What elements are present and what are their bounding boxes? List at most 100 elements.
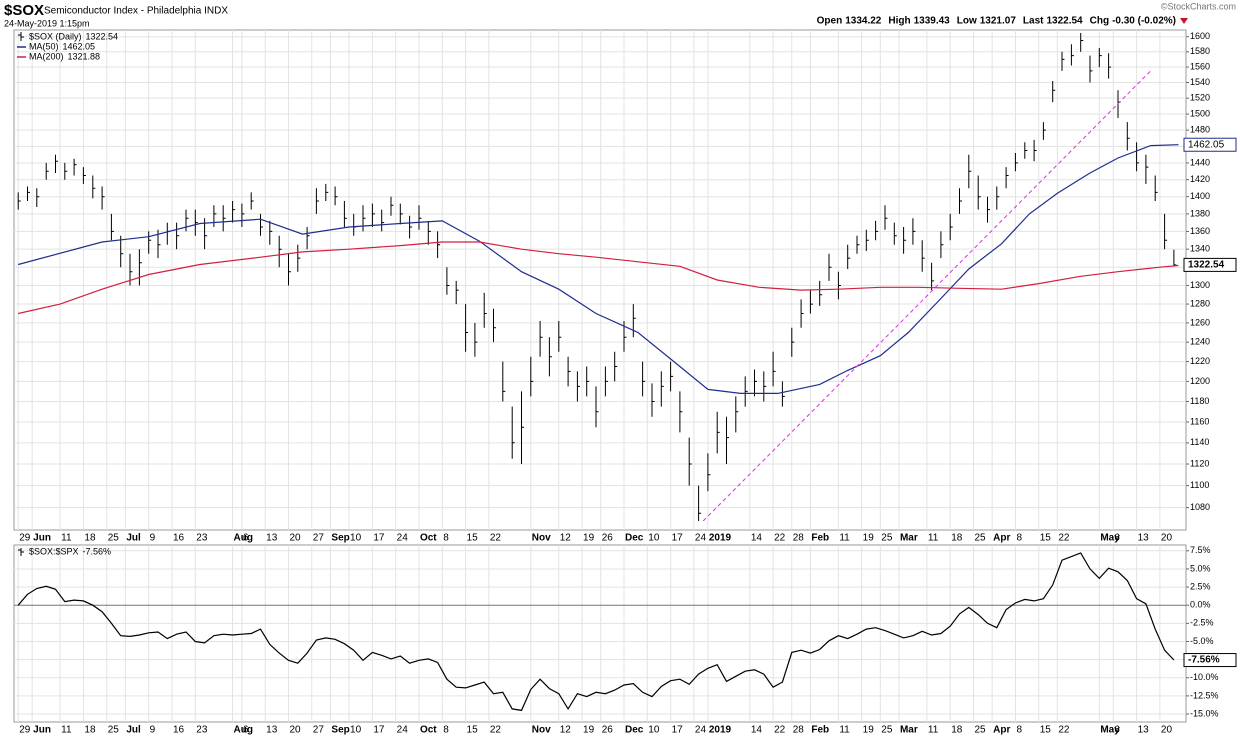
y-tick-label: 1580 <box>1190 46 1210 56</box>
y-tick-label: 5.0% <box>1190 563 1211 573</box>
x-tick-label: Dec <box>625 533 644 544</box>
x-tick-label: Apr <box>993 725 1010 736</box>
price-bar <box>670 361 674 392</box>
price-bar <box>688 437 692 486</box>
price-bar <box>288 253 291 286</box>
price-bar <box>1108 53 1112 79</box>
x-tick-label: 24 <box>695 533 707 544</box>
price-bar <box>1145 154 1149 184</box>
price-bar <box>744 376 748 407</box>
x-tick-label: Jun <box>33 725 51 736</box>
price-bar <box>521 391 524 464</box>
y-tick-label: -12.5% <box>1190 690 1219 700</box>
price-bar <box>36 188 40 207</box>
x-tick-label: 14 <box>751 533 763 544</box>
y-tick-label: 1360 <box>1190 226 1210 236</box>
price-bar <box>17 192 21 210</box>
y-tick-label: 1440 <box>1190 157 1210 167</box>
y-tick-label: 1380 <box>1190 208 1210 218</box>
x-tick-label: 27 <box>313 725 325 736</box>
price-bar <box>465 304 469 352</box>
price-bar <box>241 203 245 227</box>
x-tick-label: 14 <box>751 725 763 736</box>
legend-text: $SOX (Daily) <box>29 31 82 41</box>
x-tick-label: Feb <box>811 533 829 544</box>
last-value-box <box>1183 257 1237 272</box>
y-tick-label: -15.0% <box>1190 708 1219 718</box>
x-tick-label: 17 <box>373 533 385 544</box>
price-bar <box>1164 213 1168 250</box>
x-tick-label: 20 <box>289 725 301 736</box>
x-tick-label: Jun <box>33 533 51 544</box>
x-tick-label: 22 <box>774 725 786 736</box>
x-tick-label: 16 <box>173 725 185 736</box>
price-bar <box>306 227 310 250</box>
x-tick-label: 27 <box>313 533 325 544</box>
price-bar <box>865 229 869 251</box>
quote-value: 1322.54 <box>1046 16 1083 27</box>
quote-label: Chg <box>1090 16 1109 27</box>
legend-text: 1321.88 <box>68 51 101 61</box>
quote-value: 1334.22 <box>845 16 882 27</box>
x-tick-label: 12 <box>560 725 572 736</box>
x-tick-label: 19 <box>863 725 875 736</box>
price-bar <box>120 235 124 268</box>
x-tick-label: 11 <box>61 533 72 544</box>
price-bar <box>987 196 990 223</box>
price-bar <box>912 218 916 245</box>
price-bar <box>856 235 860 254</box>
y-tick-label: 0.0% <box>1190 600 1211 610</box>
price-bar <box>138 249 142 286</box>
price-bar <box>27 186 30 201</box>
price-bar <box>343 201 347 227</box>
x-tick-label: 8 <box>443 533 449 544</box>
price-bar <box>1154 175 1158 201</box>
last-value-box <box>1183 653 1237 668</box>
price-bar <box>707 453 711 492</box>
x-tick-label: Mar <box>900 533 918 544</box>
y-tick-label: 1560 <box>1190 61 1210 71</box>
y-tick-label: 1600 <box>1190 31 1210 41</box>
x-tick-label: 2019 <box>709 725 732 736</box>
price-bar <box>399 203 403 225</box>
price-bar <box>539 321 543 357</box>
price-bar <box>1061 51 1065 71</box>
price-bar <box>110 213 114 241</box>
x-tick-label: 8 <box>1016 533 1022 544</box>
x-tick-label: 18 <box>84 725 96 736</box>
x-tick-label: 23 <box>196 533 208 544</box>
x-tick-label: Sep <box>331 533 349 544</box>
price-bar <box>642 361 646 397</box>
price-bar <box>82 167 86 184</box>
price-bar <box>502 361 506 402</box>
price-bar <box>791 327 795 357</box>
y-tick-label: 1540 <box>1190 77 1210 87</box>
price-bar <box>334 186 338 206</box>
x-tick-label: 15 <box>1040 533 1052 544</box>
y-tick-label: 1480 <box>1190 124 1210 134</box>
x-tick-label: 6 <box>243 725 249 736</box>
price-bar <box>781 381 785 407</box>
x-tick-label: May <box>1100 533 1120 544</box>
x-tick-label: 15 <box>1040 725 1052 736</box>
x-tick-label: 10 <box>350 533 362 544</box>
x-tick-label: 20 <box>1161 533 1173 544</box>
price-bar <box>1173 249 1177 267</box>
x-tick-label: 25 <box>108 533 120 544</box>
x-tick-label: Apr <box>993 533 1010 544</box>
x-tick-label: 22 <box>1058 725 1070 736</box>
y-tick-label: 1080 <box>1190 502 1210 512</box>
price-bar <box>455 280 459 305</box>
y-tick-label: 1240 <box>1190 336 1210 346</box>
x-tick-label: 15 <box>467 725 479 736</box>
x-tick-label: 9 <box>150 533 156 544</box>
chart-subtitle: Semiconductor Index - Philadelphia INDX <box>44 6 228 17</box>
y-tick-label: 1340 <box>1190 244 1210 254</box>
price-bar <box>772 351 776 387</box>
price-bar <box>55 154 58 173</box>
price-bar <box>474 322 478 357</box>
x-tick-label: 13 <box>1138 725 1150 736</box>
price-bar <box>409 215 413 239</box>
price-bar <box>837 271 841 300</box>
x-tick-label: 9 <box>150 725 156 736</box>
